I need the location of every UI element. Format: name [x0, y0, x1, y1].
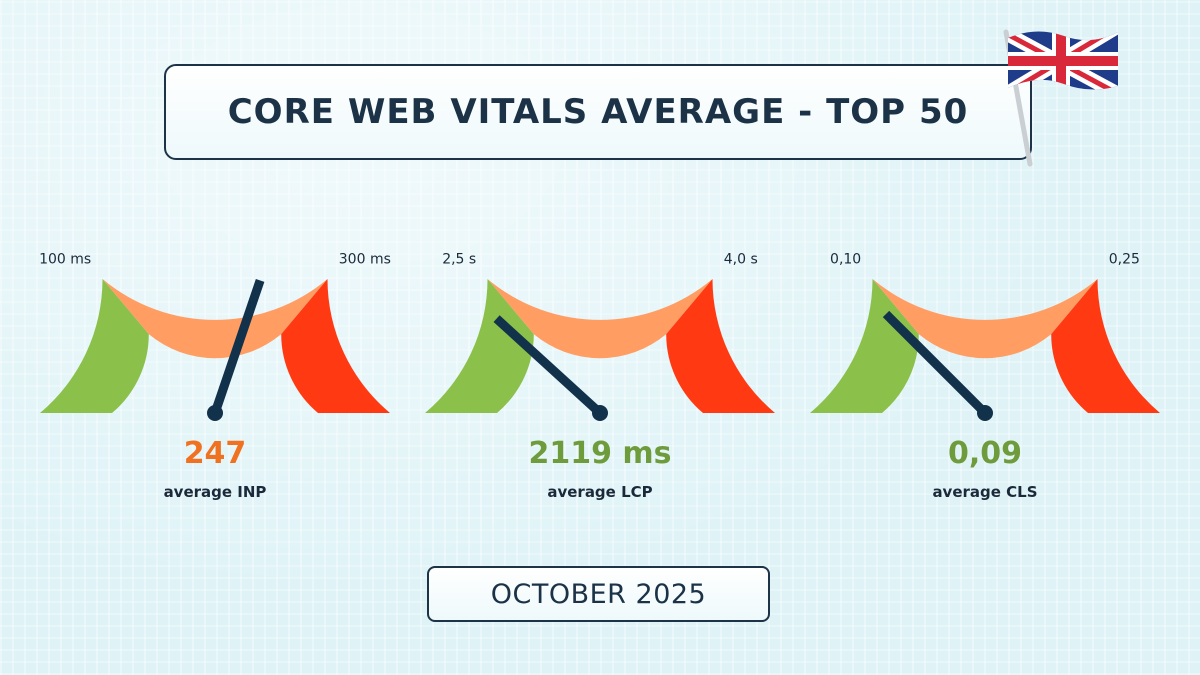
- gauge-inp-threshold-label: 100 ms: [39, 251, 91, 267]
- gauge-inp-value: 247: [183, 436, 247, 471]
- gauge-lcp-label: average LCP: [547, 483, 653, 501]
- gauge-inp-threshold-label: 300 ms: [339, 251, 391, 267]
- gauge-lcp-good-zone: [425, 278, 534, 413]
- date-box: OCTOBER 2025: [427, 566, 770, 622]
- gauge-inp-needle-hub: [207, 405, 223, 421]
- gauge-cls-poor-zone: [1051, 278, 1160, 413]
- gauge-cls-needle: [882, 310, 989, 417]
- title-box: CORE WEB VITALS AVERAGE - TOP 50: [164, 64, 1032, 160]
- gauge-lcp-poor-zone: [666, 278, 775, 413]
- gauge-lcp-threshold-label: 4,0 s: [724, 251, 758, 267]
- gauge-inp-needle: [210, 279, 265, 415]
- gauge-cls-value: 0,09: [947, 436, 1023, 471]
- gauge-cls-needs-improvement-zone: [872, 278, 1098, 359]
- gauge-lcp-needle: [493, 315, 604, 417]
- page-title: CORE WEB VITALS AVERAGE - TOP 50: [227, 92, 969, 132]
- gauge-cls-threshold-label: 0,25: [1109, 251, 1140, 267]
- gauge-lcp-needle-hub: [592, 405, 608, 421]
- gauge-cls-needle-hub: [977, 405, 993, 421]
- gauge-lcp-needs-improvement-zone: [487, 278, 713, 359]
- gauge-inp-good-zone: [40, 278, 149, 413]
- gauge-lcp-threshold-label: 2,5 s: [442, 251, 476, 267]
- gauge-lcp-value: 2119 ms: [528, 436, 672, 471]
- gauge-cls-threshold-label: 0,10: [830, 251, 861, 267]
- report-date: OCTOBER 2025: [490, 578, 707, 610]
- united-kingdom-flag-icon: [1003, 29, 1118, 167]
- gauge-inp-label: average INP: [163, 483, 267, 501]
- gauge-cls-label: average CLS: [932, 483, 1038, 501]
- gauge-inp-poor-zone: [281, 278, 390, 413]
- gauge-inp-needs-improvement-zone: [102, 278, 328, 359]
- gauge-cls-good-zone: [810, 278, 919, 413]
